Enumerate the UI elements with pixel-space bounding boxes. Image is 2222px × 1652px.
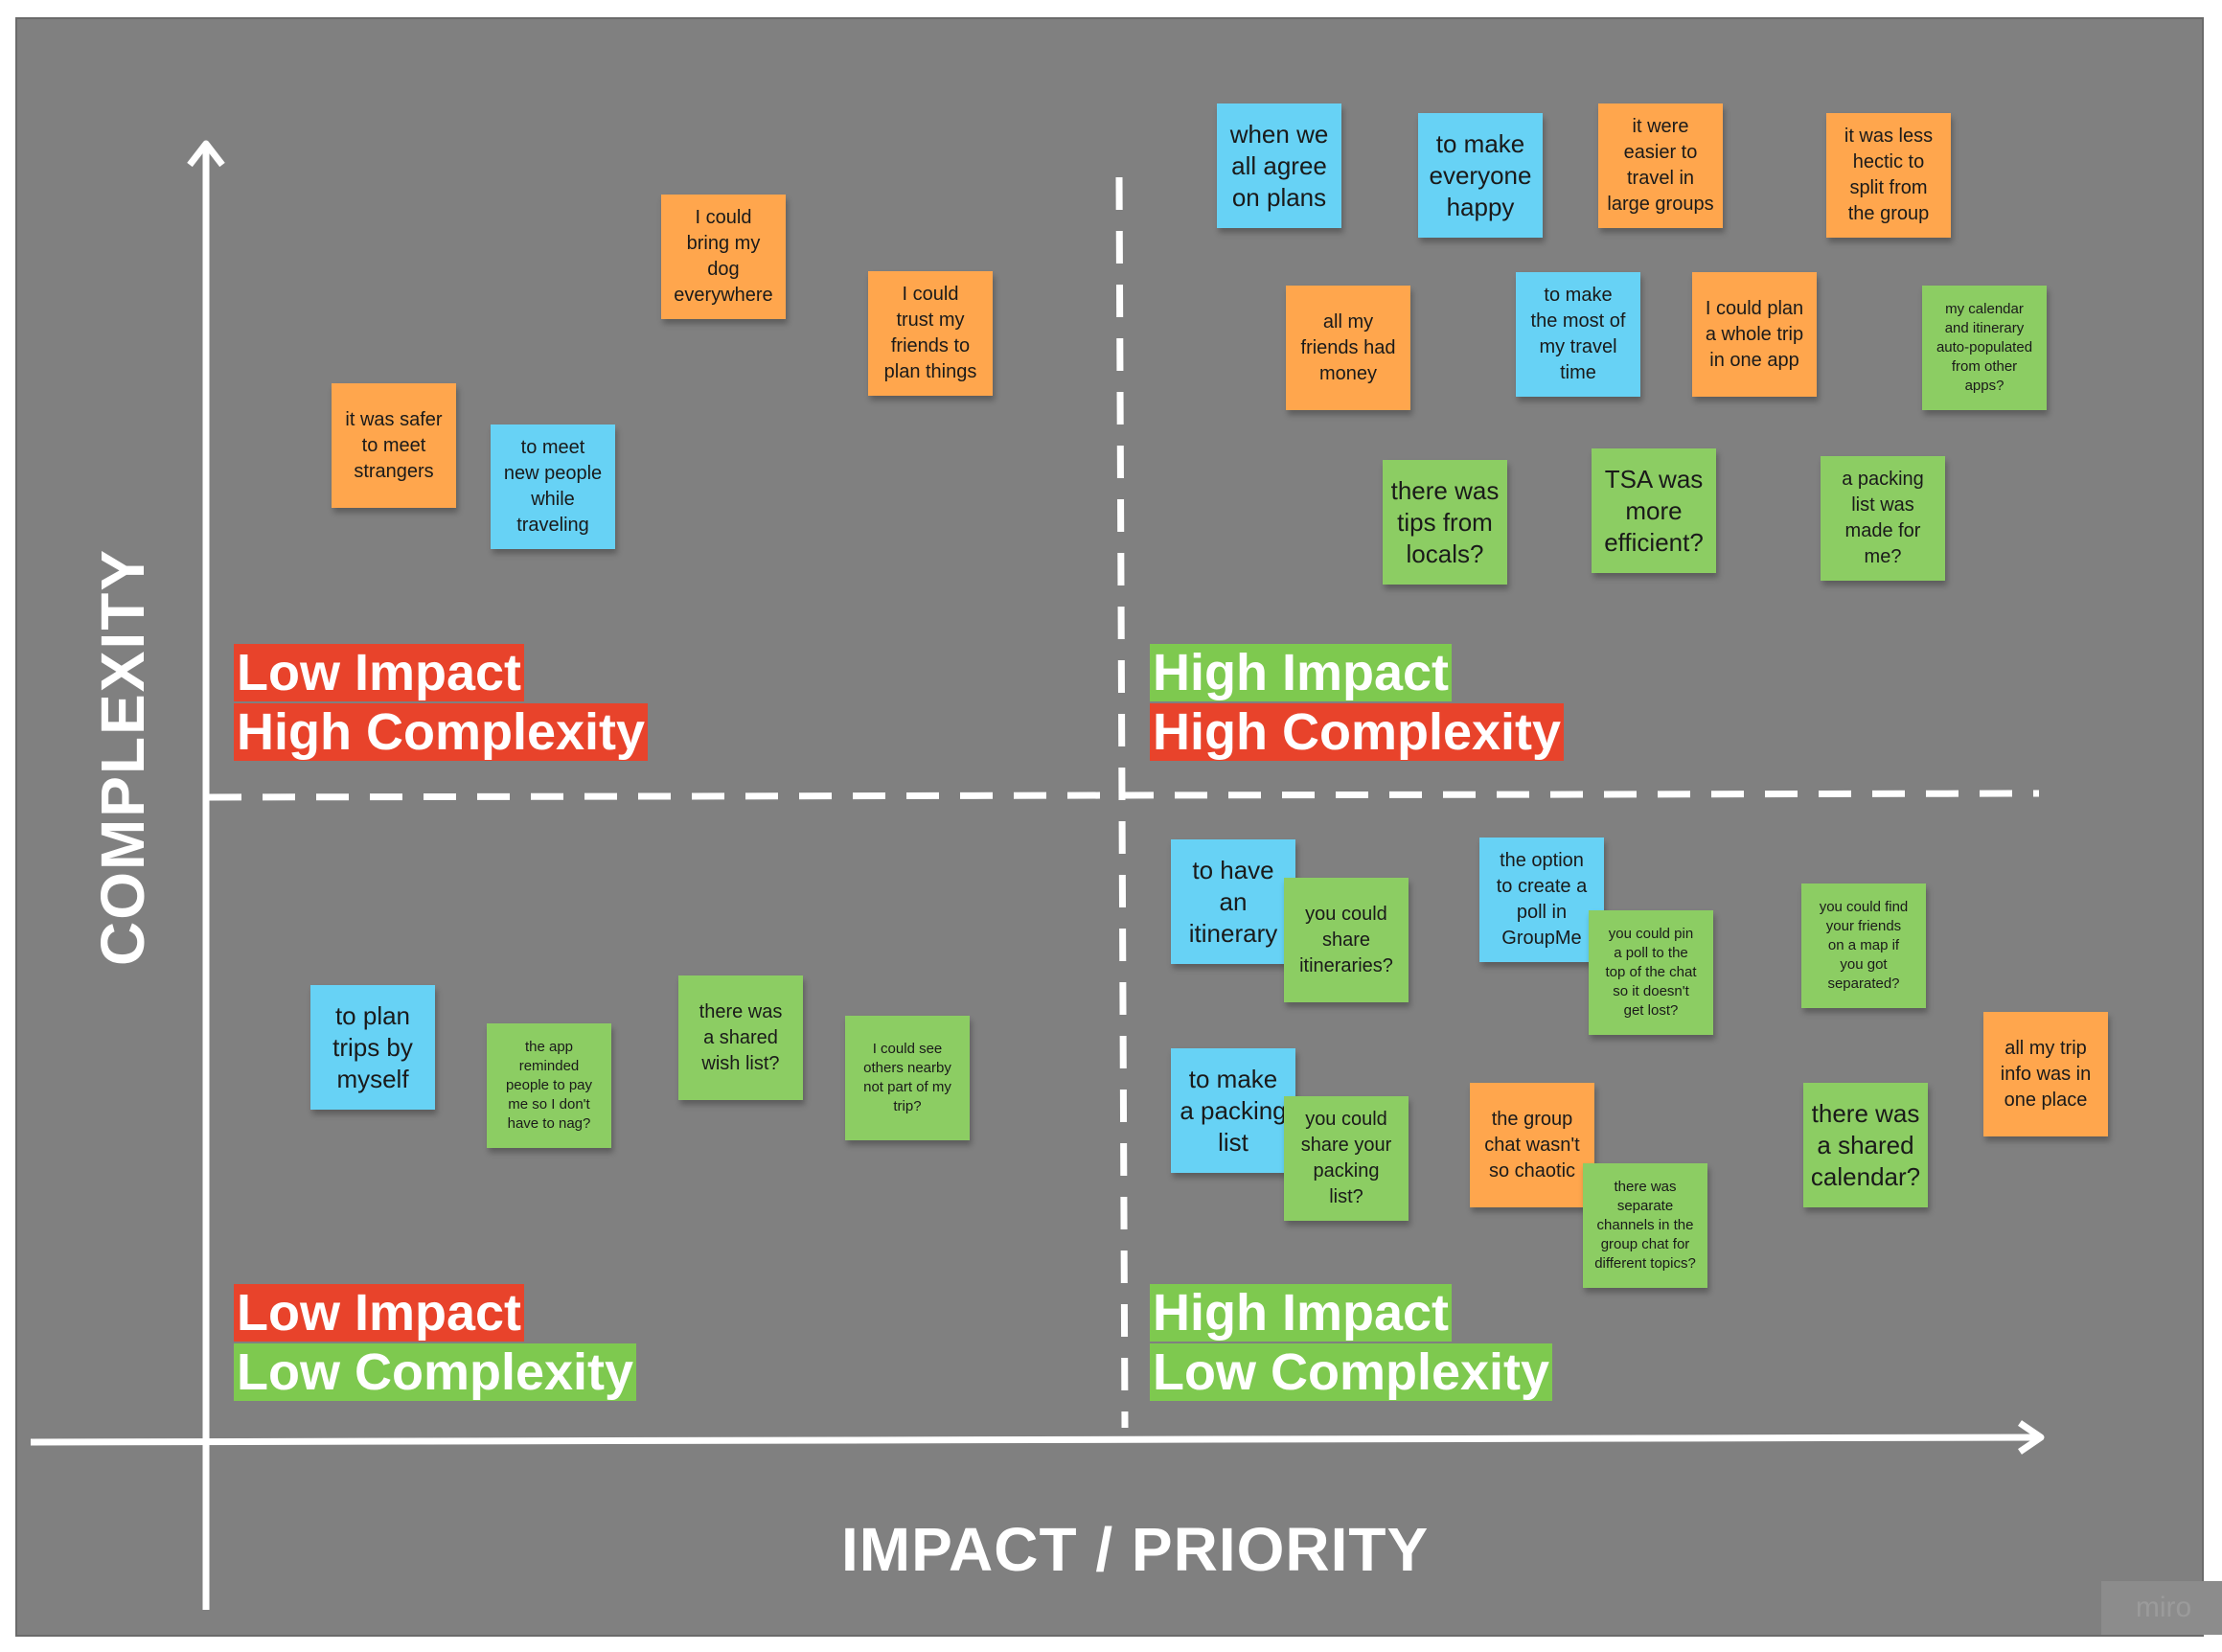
- quadrant-bottom-left-line1: Low Impact: [234, 1284, 525, 1342]
- sticky-note[interactable]: there was tips from locals?: [1383, 460, 1507, 585]
- sticky-note[interactable]: I could see others nearby not part of my…: [845, 1016, 970, 1140]
- sticky-note[interactable]: there was a shared wish list?: [678, 975, 803, 1100]
- quadrant-bottom-left-line2: Low Complexity: [234, 1343, 637, 1401]
- sticky-note[interactable]: you could find your friends on a map if …: [1801, 883, 1926, 1008]
- x-axis-title: IMPACT / PRIORITY: [841, 1515, 1430, 1584]
- sticky-note[interactable]: all my trip info was in one place: [1983, 1012, 2108, 1136]
- quadrant-label-top-right: High Impact High Complexity: [1150, 644, 1565, 763]
- quadrant-top-left-line1: Low Impact: [234, 644, 525, 701]
- sticky-note[interactable]: to make everyone happy: [1418, 113, 1543, 238]
- sticky-note[interactable]: there was a shared calendar?: [1803, 1083, 1928, 1207]
- sticky-note[interactable]: to meet new people while traveling: [491, 424, 615, 549]
- sticky-note[interactable]: it was less hectic to split from the gro…: [1826, 113, 1951, 238]
- sticky-note[interactable]: the app reminded people to pay me so I d…: [487, 1023, 611, 1148]
- quadrant-label-bottom-left: Low Impact Low Complexity: [234, 1284, 637, 1403]
- sticky-note[interactable]: you could share your packing list?: [1284, 1096, 1409, 1221]
- sticky-note[interactable]: a packing list was made for me?: [1821, 456, 1945, 581]
- quadrant-bottom-right-line1: High Impact: [1150, 1284, 1453, 1342]
- sticky-note[interactable]: it was safer to meet strangers: [332, 383, 456, 508]
- sticky-note[interactable]: to make a packing list: [1171, 1048, 1295, 1173]
- sticky-note[interactable]: the option to create a poll in GroupMe: [1479, 837, 1604, 962]
- sticky-note[interactable]: you could pin a poll to the top of the c…: [1589, 910, 1713, 1035]
- vertical-divider: [1115, 176, 1129, 1429]
- matrix-board: Low Impact High Complexity High Impact H…: [15, 17, 2222, 1637]
- y-axis-arrowhead: [187, 140, 225, 168]
- sticky-note[interactable]: there was separate channels in the group…: [1583, 1163, 1707, 1288]
- sticky-note[interactable]: I could trust my friends to plan things: [868, 271, 993, 396]
- axes-and-dividers: [30, 140, 2045, 1610]
- sticky-note[interactable]: I could bring my dog everywhere: [661, 195, 786, 319]
- sticky-note[interactable]: I could plan a whole trip in one app: [1692, 272, 1817, 397]
- quadrant-label-top-left: Low Impact High Complexity: [234, 644, 649, 763]
- sticky-note[interactable]: all my friends had money: [1286, 286, 1410, 410]
- sticky-note[interactable]: TSA was more efficient?: [1592, 448, 1716, 573]
- quadrant-top-left-line2: High Complexity: [234, 703, 649, 761]
- y-axis-title: COMPLEXITY: [88, 547, 157, 967]
- horizontal-divider: [208, 790, 2040, 801]
- x-axis-line: [30, 1434, 2040, 1446]
- sticky-note[interactable]: to make the most of my travel time: [1516, 272, 1640, 397]
- quadrant-top-right-line2: High Complexity: [1150, 703, 1565, 761]
- miro-watermark: miro: [2101, 1581, 2222, 1635]
- sticky-note[interactable]: to plan trips by myself: [310, 985, 435, 1110]
- x-axis-arrowhead: [2018, 1420, 2045, 1455]
- sticky-note[interactable]: to have an itinerary: [1171, 839, 1295, 964]
- sticky-note[interactable]: when we all agree on plans: [1217, 103, 1341, 228]
- sticky-note[interactable]: you could share itineraries?: [1284, 878, 1409, 1002]
- quadrant-top-right-line1: High Impact: [1150, 644, 1453, 701]
- quadrant-label-bottom-right: High Impact Low Complexity: [1150, 1284, 1553, 1403]
- sticky-note[interactable]: it were easier to travel in large groups: [1598, 103, 1723, 228]
- sticky-note[interactable]: the group chat wasn't so chaotic: [1470, 1083, 1594, 1207]
- quadrant-bottom-right-line2: Low Complexity: [1150, 1343, 1553, 1401]
- sticky-note[interactable]: my calendar and itinerary auto-populated…: [1922, 286, 2047, 410]
